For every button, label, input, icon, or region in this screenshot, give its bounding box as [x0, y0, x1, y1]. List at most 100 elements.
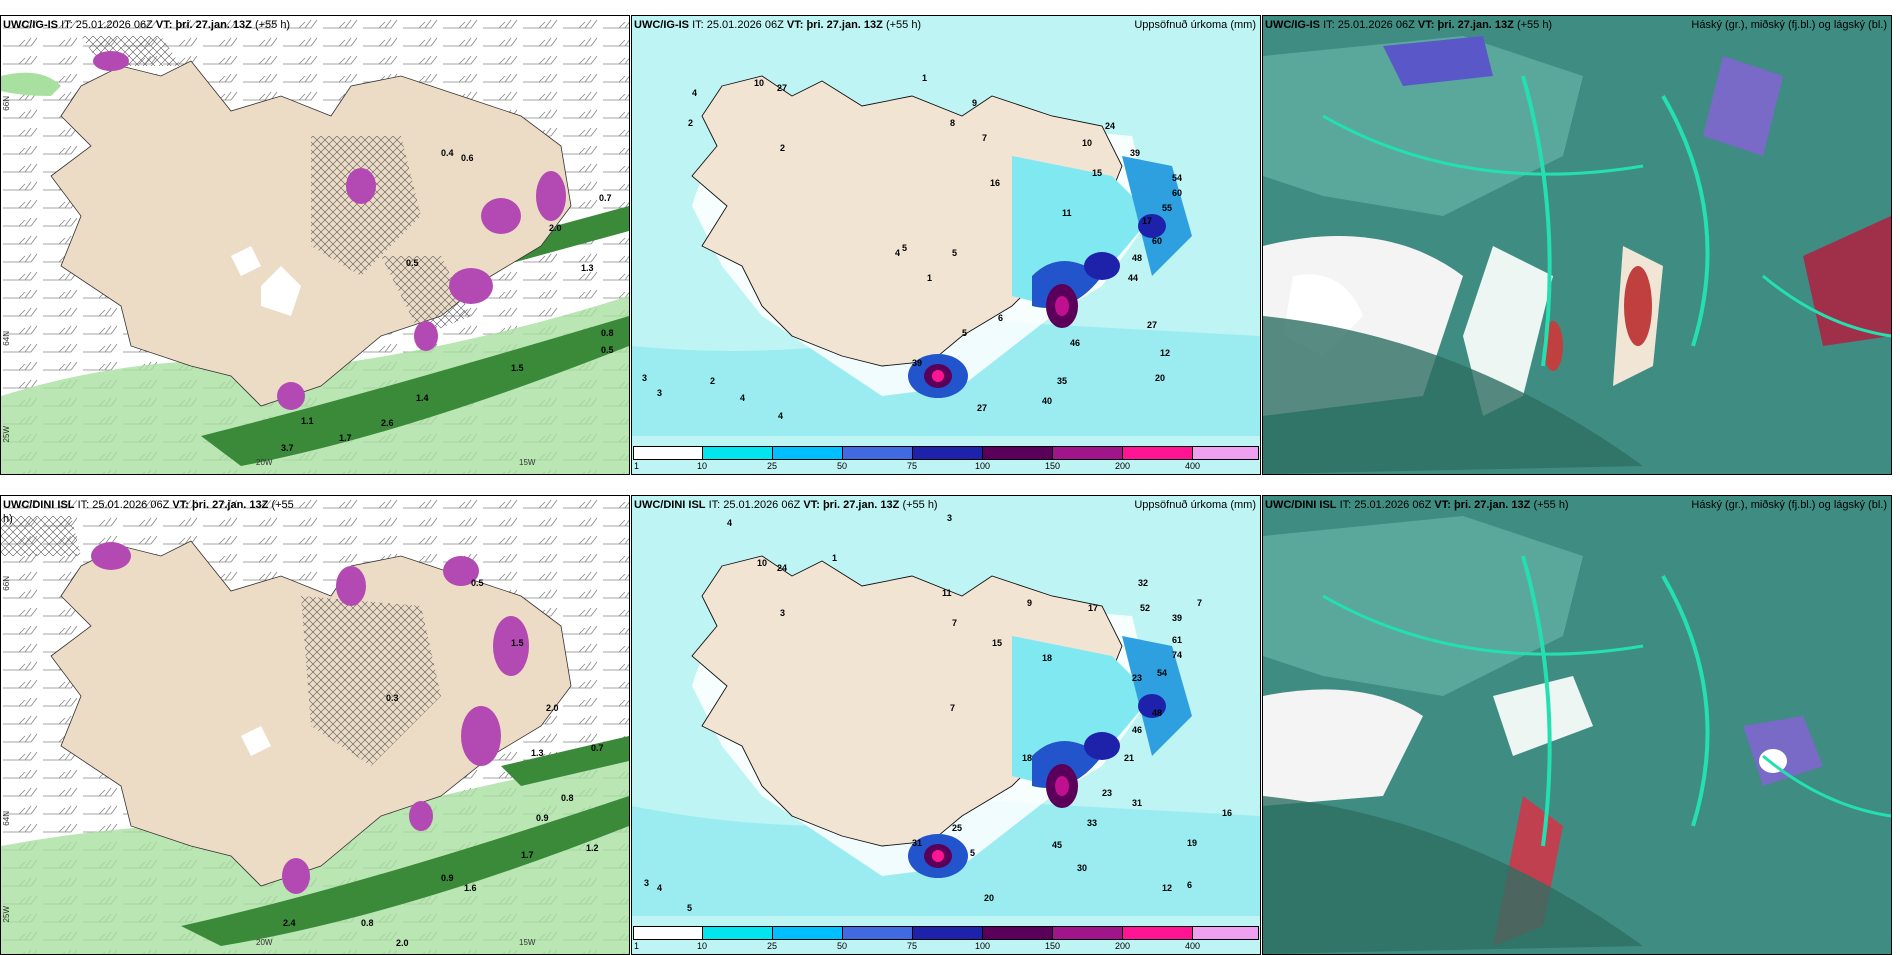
colorbar-segment	[702, 926, 773, 940]
value-label: 27	[977, 403, 987, 413]
init-time: 25.01.2026 06Z	[92, 499, 170, 511]
value-label: 35	[1057, 376, 1067, 386]
init-label: IT:	[77, 499, 90, 511]
value-label: 0.5	[471, 578, 484, 588]
colorbar-segment	[912, 926, 983, 940]
value-label: 48	[1132, 253, 1142, 263]
value-label: 25	[952, 823, 962, 833]
value-label: 4	[778, 411, 783, 421]
colorbar-tick: 100	[975, 461, 991, 471]
value-label: 12	[1162, 883, 1172, 893]
value-label: 2	[780, 143, 785, 153]
value-label: 52	[1140, 603, 1150, 613]
colorbar-segment	[772, 446, 843, 460]
value-label: 16	[1222, 808, 1232, 818]
value-label: 0.9	[441, 873, 454, 883]
colorbar-segment	[982, 926, 1053, 940]
value-label: 39	[1130, 148, 1140, 158]
value-label: 11	[1062, 208, 1072, 218]
value-label: 1	[927, 273, 932, 283]
colorbar-segment	[1192, 926, 1259, 940]
colorbar-segment	[1052, 446, 1123, 460]
lat-label: 66N	[2, 576, 11, 591]
model-name: UWC/DINI ISL	[3, 499, 75, 511]
colorbar-segment	[772, 926, 843, 940]
colorbar-tick: 50	[837, 941, 848, 951]
value-label: 39	[1172, 613, 1182, 623]
colorbar-tick: 150	[1045, 461, 1061, 471]
panel-header: UWC/DINI ISL IT: 25.01.2026 06Z VT: þri.…	[1265, 498, 1887, 514]
value-label: 1.6	[464, 883, 477, 893]
value-label: 74	[1172, 650, 1182, 660]
value-label: 1	[832, 553, 837, 563]
value-label: 44	[1128, 273, 1138, 283]
value-label: 17	[1088, 603, 1098, 613]
lead-time: (+55 h)	[1533, 499, 1569, 511]
value-label: 15	[1092, 168, 1102, 178]
colorbar-tick: 200	[1115, 941, 1131, 951]
lon-label: 15W	[519, 458, 536, 467]
value-label: 45	[1052, 840, 1062, 850]
value-label: 10	[1082, 138, 1092, 148]
panel-header: UWC/IG-IS IT: 25.01.2026 06Z VT: þri. 27…	[634, 18, 1256, 34]
value-label: 0.6	[461, 153, 474, 163]
value-label: 0.8	[361, 918, 374, 928]
colorbar-tick: 10	[697, 941, 708, 951]
colorbar-segment	[842, 446, 913, 460]
value-label: 1.5	[511, 363, 524, 373]
value-label: 0.5	[601, 345, 614, 355]
value-label: 0.7	[591, 743, 604, 753]
value-label: 4	[740, 393, 745, 403]
panel-header: UWC/IG-IS IT: 25.01.2026 06Z VT: þri. 27…	[1265, 18, 1887, 34]
value-label: 2	[688, 118, 693, 128]
value-label: 1.3	[531, 748, 544, 758]
lat-label: 66N	[2, 96, 11, 111]
valid-label: VT:	[155, 19, 173, 31]
value-label: 20	[1155, 373, 1165, 383]
value-label: 1.2	[586, 843, 599, 853]
valid-time: þri. 27.jan. 13Z	[822, 499, 900, 511]
model-name: UWC/IG-IS	[1265, 19, 1320, 31]
init-label: IT:	[692, 19, 704, 31]
value-label: 5	[687, 903, 692, 913]
panel-header: UWC/IG-IS IT: 25.01.2026 06Z VT: þri. 27…	[3, 18, 625, 34]
value-label: 2.0	[396, 938, 409, 948]
colorbar-segment	[633, 446, 703, 460]
value-label: 16	[990, 178, 1000, 188]
precip-map-panel-dini: 3 4 1 10 24 3 11 7 15 9 18 17 32 52 39 6…	[631, 495, 1261, 955]
precip-map-panel-igis: 3 4 1 10 27 2 4 5 16 8 9 10 15 11 24 39 …	[631, 15, 1261, 475]
value-label: 1.7	[521, 850, 534, 860]
value-label: 2	[710, 376, 715, 386]
model-name: UWC/IG-IS	[634, 19, 689, 31]
value-label: 0.3	[386, 693, 399, 703]
colorbar-segment	[982, 446, 1053, 460]
colorbar-tick: 50	[837, 461, 848, 471]
value-label: 31	[912, 838, 922, 848]
lon-label: 20W	[256, 938, 273, 947]
snow-map-panel-igis: 0.4 0.5 0.6 1.1 1.4 1.7 2.6 3.7 0.8 1.3 …	[0, 15, 630, 475]
value-label: 0.9	[536, 813, 549, 823]
value-label: 54	[1172, 173, 1182, 183]
value-label: 0.7	[599, 193, 612, 203]
colorbar-tick: 400	[1185, 941, 1201, 951]
colorbar-tick: 200	[1115, 461, 1131, 471]
value-label: 1.4	[416, 393, 429, 403]
value-label: 12	[1160, 348, 1170, 358]
lat-label: 64N	[2, 811, 11, 826]
value-label: 1.1	[301, 416, 314, 426]
colorbar-tick: 75	[907, 941, 918, 951]
colorbar-segment	[1122, 446, 1193, 460]
colorbar-tick: 1	[634, 461, 640, 471]
model-name: UWC/DINI ISL	[634, 499, 706, 511]
panel-header: UWC/DINI ISL IT: 25.01.2026 06Z VT: þri.…	[634, 498, 1256, 514]
value-label: 60	[1172, 188, 1182, 198]
value-label: 7	[982, 133, 987, 143]
value-label: 46	[1070, 338, 1080, 348]
valid-label: VT:	[803, 499, 820, 511]
value-label: 24	[1105, 121, 1115, 131]
value-label: 0.4	[441, 148, 454, 158]
lat-label: 64N	[2, 331, 11, 346]
value-label: 0.8	[601, 328, 614, 338]
value-label: 1.5	[511, 638, 524, 648]
value-label: 7	[952, 618, 957, 628]
